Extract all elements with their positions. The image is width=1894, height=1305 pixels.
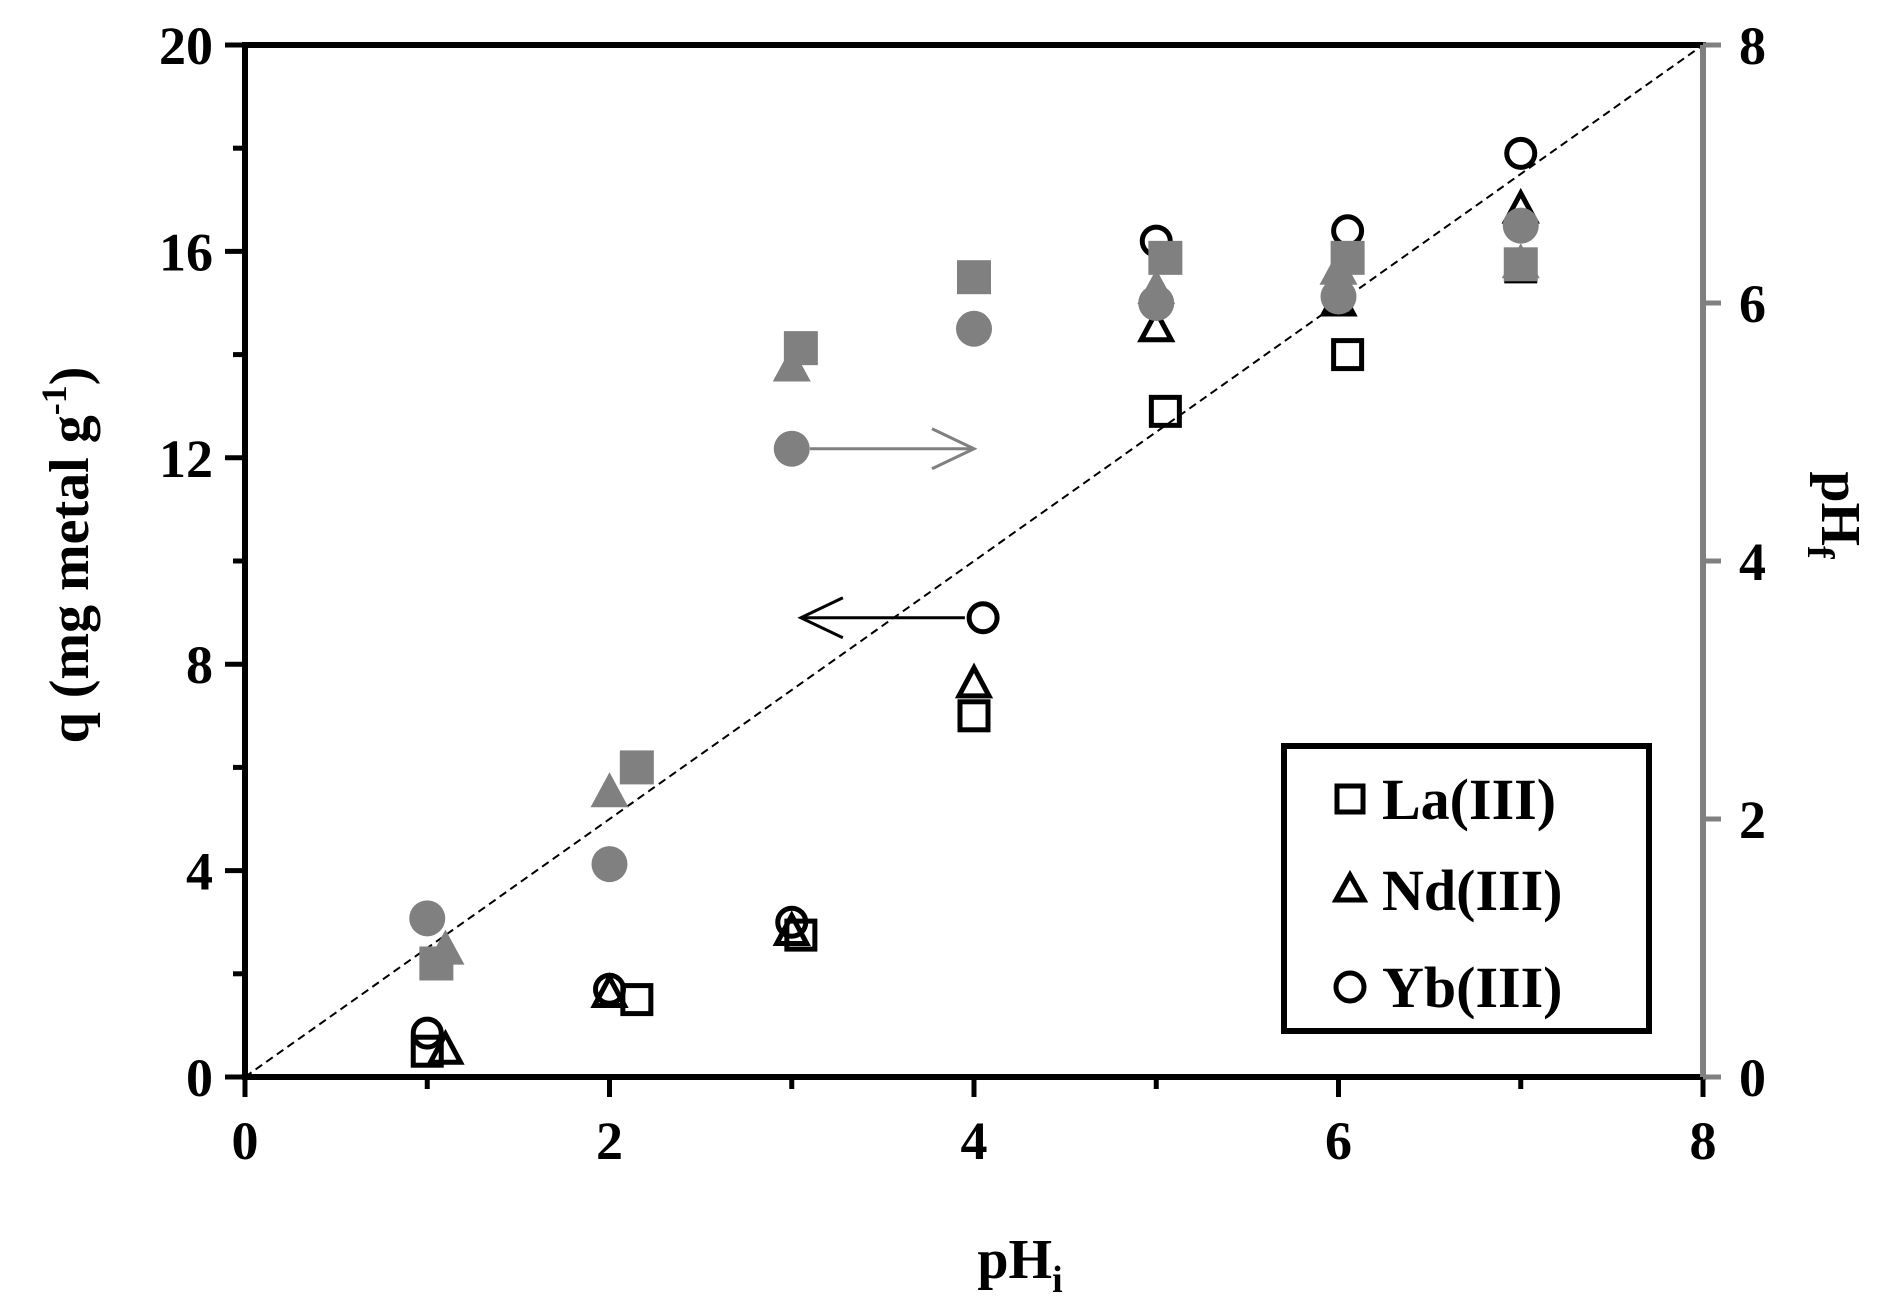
phf-square-point bbox=[957, 260, 991, 295]
y-tick-label: 8 bbox=[186, 635, 213, 695]
legend-marker-square-icon bbox=[1334, 783, 1366, 815]
x-tick-label: 6 bbox=[1325, 1111, 1352, 1171]
phf-circle-point bbox=[1320, 278, 1357, 315]
q-triangle-point bbox=[772, 910, 811, 947]
y2-axis-title-subscript: f bbox=[1799, 546, 1841, 560]
phf-circle-point bbox=[1502, 207, 1539, 244]
x-axis-title: pHi bbox=[977, 1229, 1062, 1301]
q-circle-point bbox=[775, 905, 809, 939]
phf-triangle-point bbox=[1501, 243, 1540, 279]
q-square-point bbox=[1148, 394, 1182, 428]
phf-triangle-point bbox=[590, 772, 629, 808]
q-circle-point bbox=[966, 601, 1000, 635]
y2-tick-label: 2 bbox=[1739, 790, 1766, 850]
phf-triangle-point bbox=[426, 929, 465, 965]
y-axis-title-superscript: -1 bbox=[34, 385, 74, 415]
y-tick-label: 4 bbox=[186, 842, 213, 902]
q-triangle-point bbox=[426, 1028, 465, 1065]
q-square-point bbox=[410, 1034, 444, 1068]
y-tick-label: 20 bbox=[159, 16, 213, 76]
phf-square-point bbox=[1148, 240, 1183, 275]
legend-marker-circle-icon bbox=[1333, 970, 1367, 1004]
phf-circle-point bbox=[956, 310, 992, 347]
x-tick-label: 4 bbox=[961, 1111, 988, 1171]
x-tick-label: 0 bbox=[232, 1111, 259, 1171]
x-tick-label: 8 bbox=[1690, 1111, 1717, 1171]
q-circle-point bbox=[593, 972, 626, 1006]
y-axis-title: q (mg metal g-1) bbox=[34, 367, 101, 744]
x-axis-title-subscript: i bbox=[1052, 1259, 1063, 1301]
y-tick-label: 12 bbox=[159, 429, 213, 489]
y2-tick-label: 8 bbox=[1739, 16, 1766, 76]
y-axis-title-end: ) bbox=[39, 367, 101, 386]
legend-marker-triangle-icon bbox=[1331, 869, 1369, 903]
reference-diagonal-line bbox=[244, 44, 1704, 1078]
phf-circle-point bbox=[591, 846, 628, 883]
y2-tick-label: 6 bbox=[1739, 274, 1766, 334]
y-tick-label: 0 bbox=[186, 1048, 213, 1108]
y-axis-ticks: 0 4 8 12 16 20 bbox=[159, 16, 245, 1108]
legend-label-la: La(III) bbox=[1382, 767, 1556, 832]
q-triangle-point bbox=[1137, 306, 1176, 343]
phf-triangle-point bbox=[772, 346, 811, 382]
q-circle-point bbox=[1504, 136, 1538, 170]
phf-triangle-point bbox=[1319, 249, 1358, 285]
y2-axis-title-main: pH bbox=[1809, 471, 1871, 546]
data-points bbox=[409, 136, 1540, 1068]
phf-circle-point bbox=[409, 900, 446, 937]
legend-label-nd: Nd(III) bbox=[1382, 858, 1563, 923]
legend-label-yb: Yb(III) bbox=[1382, 955, 1563, 1020]
arrow-right-head bbox=[931, 427, 978, 471]
q-triangle-point bbox=[954, 662, 994, 699]
x-tick-label: 2 bbox=[596, 1111, 623, 1171]
y2-axis-ticks: 0 2 4 6 8 bbox=[1703, 16, 1766, 1108]
y2-tick-label: 4 bbox=[1739, 532, 1766, 592]
arrow-left-head bbox=[797, 596, 844, 640]
y-tick-label: 16 bbox=[159, 222, 213, 282]
y2-axis-title: pHf bbox=[1799, 471, 1871, 560]
phf-circle-point bbox=[1138, 285, 1175, 321]
annotation-arrows bbox=[797, 427, 978, 640]
x-axis-title-main: pH bbox=[977, 1229, 1052, 1291]
phf-circle-point bbox=[773, 430, 810, 467]
phf-square-point bbox=[619, 750, 654, 785]
y2-tick-label: 0 bbox=[1739, 1048, 1766, 1108]
x-axis-ticks: 0 2 4 6 8 bbox=[232, 1077, 1717, 1171]
legend: La(III) Nd(III) Yb(III) bbox=[1281, 743, 1652, 1034]
q-circle-point bbox=[410, 1016, 444, 1050]
q-square-point bbox=[1331, 338, 1365, 372]
y-axis-title-main: q (mg metal g bbox=[39, 415, 101, 743]
q-square-point bbox=[957, 699, 991, 733]
